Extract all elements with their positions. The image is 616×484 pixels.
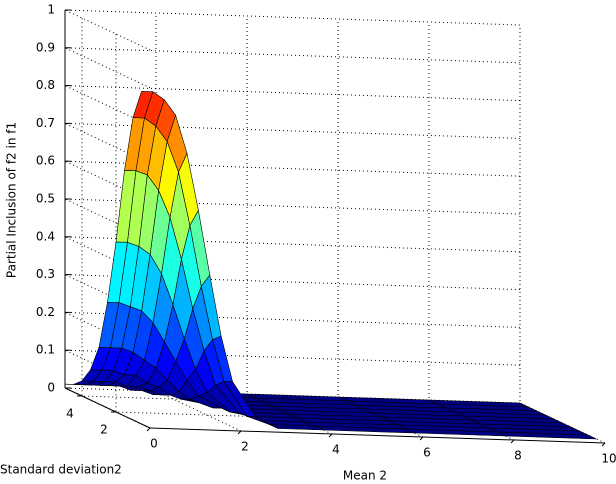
- z-tick-label: 0.2: [36, 305, 55, 319]
- z-grid-line: [64, 47, 521, 89]
- surface-cell: [132, 91, 154, 119]
- x-tick-label: 0: [150, 437, 158, 451]
- x-tick-label: 6: [423, 446, 431, 460]
- z-tick-label: 0.6: [36, 154, 55, 168]
- x-grid-line: [337, 19, 424, 438]
- x-axis: [149, 427, 606, 444]
- z-grid-line: [64, 9, 521, 51]
- z-tick-label: 0.9: [36, 40, 55, 54]
- y-axis-label: Standard deviation2: [0, 463, 122, 477]
- z-tick-label: 0.4: [36, 229, 55, 243]
- y-tick-label: 2: [100, 423, 108, 437]
- x-grid-line: [246, 16, 333, 435]
- z-tick-label: 1: [47, 3, 55, 17]
- y-tick-label: 4: [66, 407, 74, 421]
- z-tick-label: 0.5: [36, 192, 55, 206]
- x-tick: [419, 436, 424, 441]
- x-tick: [146, 427, 151, 432]
- z-tick-label: 0: [47, 381, 55, 395]
- z-axis-label: Partial Inclusion of f2 in f1: [5, 122, 19, 278]
- x-tick: [601, 442, 606, 447]
- z-tick-label: 0.7: [36, 116, 55, 130]
- z-tick-label: 0.8: [36, 78, 55, 92]
- x-axis-label: Mean 2: [343, 469, 387, 483]
- y-axis: [64, 387, 151, 429]
- x-tick-label: 10: [601, 452, 616, 466]
- x-grid-line: [519, 25, 606, 444]
- x-tick-label: 4: [332, 443, 340, 457]
- z-tick-label: 0.3: [36, 267, 55, 281]
- x-tick: [510, 439, 515, 444]
- x-tick: [328, 433, 333, 438]
- x-tick-label: 8: [514, 449, 522, 463]
- z-tick-label: 0.1: [36, 343, 55, 357]
- x-grid-line: [428, 22, 515, 441]
- x-tick-label: 2: [241, 440, 249, 454]
- x-tick: [237, 430, 242, 435]
